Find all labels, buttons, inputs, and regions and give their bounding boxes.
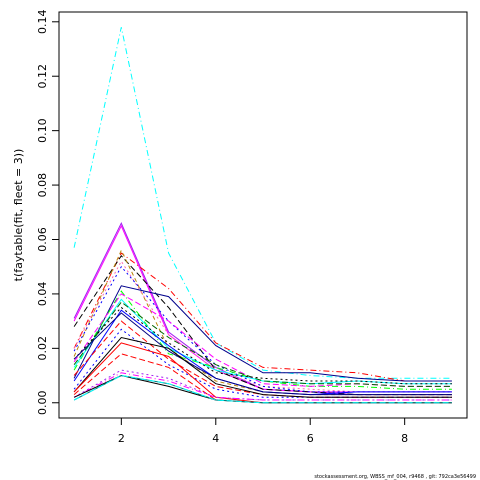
series-line-23 xyxy=(73,372,452,401)
series-line-9 xyxy=(73,285,452,382)
y-tick-label: 0.08 xyxy=(36,173,49,198)
series-line-19 xyxy=(73,336,452,398)
y-tick-label: 0.12 xyxy=(36,64,49,89)
series-line-22 xyxy=(73,369,452,401)
x-tick-label: 8 xyxy=(401,432,408,445)
footnote: stockassessment.org, WBSS_mf_004, r9468 … xyxy=(314,474,476,480)
y-tick-label: 0.00 xyxy=(36,391,49,416)
x-tick-label: 2 xyxy=(118,432,125,445)
series-line-12 xyxy=(73,298,452,385)
y-tick-label: 0.06 xyxy=(36,227,49,252)
series-line-10 xyxy=(73,290,452,390)
series-line-4 xyxy=(73,252,452,382)
series-line-11 xyxy=(73,293,452,387)
series-line-1 xyxy=(73,27,452,379)
y-tick-label: 0.14 xyxy=(36,10,49,35)
y-axis: 0.00 0.02 0.04 0.06 0.08 0.10 0.12 0.14 xyxy=(36,10,59,416)
x-tick-label: 6 xyxy=(307,432,314,445)
series-layer xyxy=(73,27,452,404)
y-axis-title: t(faytable(fit, fleet = 3)) xyxy=(12,149,25,282)
series-line-16 xyxy=(73,312,452,396)
x-axis: 2 4 6 8 xyxy=(118,418,408,445)
y-tick-label: 0.02 xyxy=(36,336,49,361)
series-line-15 xyxy=(73,309,452,396)
y-tick-label: 0.04 xyxy=(36,282,49,307)
x-tick-label: 4 xyxy=(212,432,219,445)
plot-frame xyxy=(58,11,468,419)
y-tick-label: 0.10 xyxy=(36,118,49,143)
series-line-26 xyxy=(73,374,452,404)
